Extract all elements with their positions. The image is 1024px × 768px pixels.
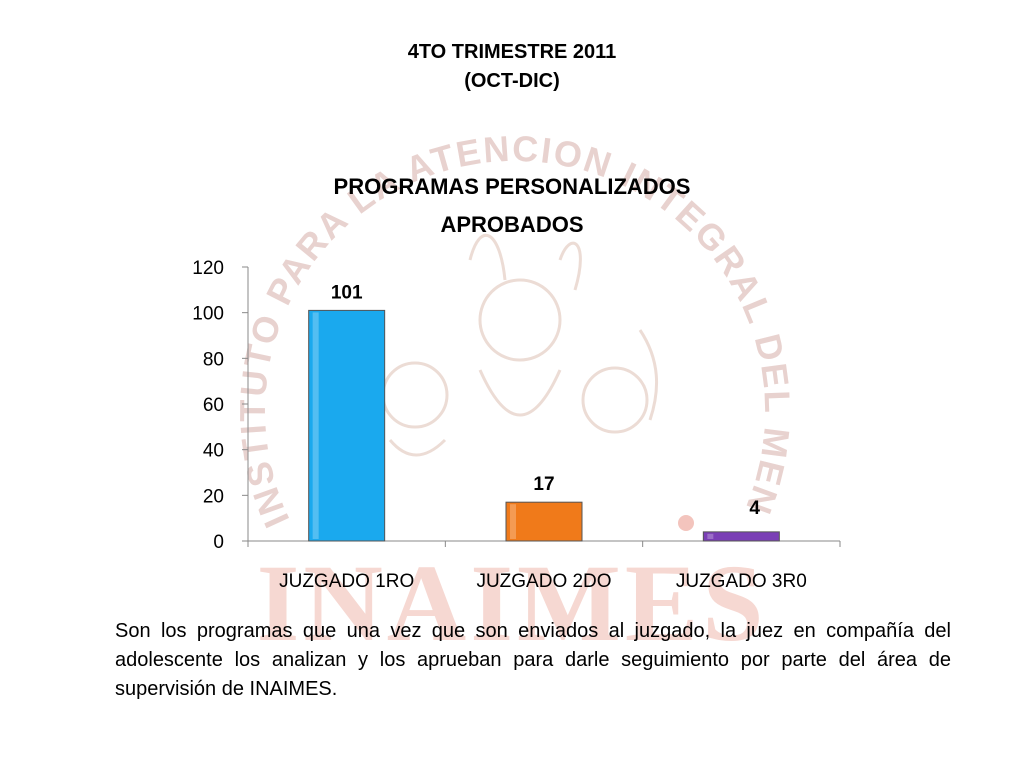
y-tick-label: 40 [203, 441, 224, 462]
data-label-3: 4 [749, 498, 760, 519]
x-category-label: JUZGADO 3R0 [676, 571, 807, 592]
chart-title: PROGRAMAS PERSONALIZADOS APROBADOS [334, 174, 691, 237]
y-tick-label: 80 [203, 349, 224, 370]
bars [308, 309, 780, 542]
slide-header: 4TO TRIMESTRE 2011 (OCT-DIC) [0, 38, 1024, 96]
chart-title-line-2: APROBADOS [440, 212, 583, 237]
bar-1 [308, 309, 386, 542]
chart-title-line-1: PROGRAMAS PERSONALIZADOS [334, 174, 691, 199]
y-tick-label: 20 [203, 486, 224, 507]
x-axis: JUZGADO 1RO JUZGADO 2DO JUZGADO 3R0 [247, 540, 841, 592]
y-tick-label: 60 [203, 395, 224, 416]
data-label-1: 101 [331, 282, 363, 303]
y-tick-label: 120 [192, 258, 224, 279]
y-axis: 0 20 40 60 80 100 120 [192, 258, 249, 553]
y-tick-label: 100 [192, 304, 224, 325]
slide-caption: Son los programas que una vez que son en… [115, 620, 951, 700]
data-labels: 101 17 4 [331, 282, 761, 518]
bar-2 [505, 501, 583, 542]
data-label-2: 17 [533, 474, 554, 495]
x-category-label: JUZGADO 1RO [279, 571, 414, 592]
header-line-2: (OCT-DIC) [464, 70, 560, 92]
y-tick-label: 0 [213, 532, 224, 553]
header-line-1: 4TO TRIMESTRE 2011 [407, 41, 617, 63]
bar-highlight [707, 533, 714, 539]
bar-highlight [312, 312, 319, 539]
x-category-label: JUZGADO 2DO [476, 571, 611, 592]
bar-3 [702, 531, 780, 542]
bar-highlight [510, 504, 516, 539]
